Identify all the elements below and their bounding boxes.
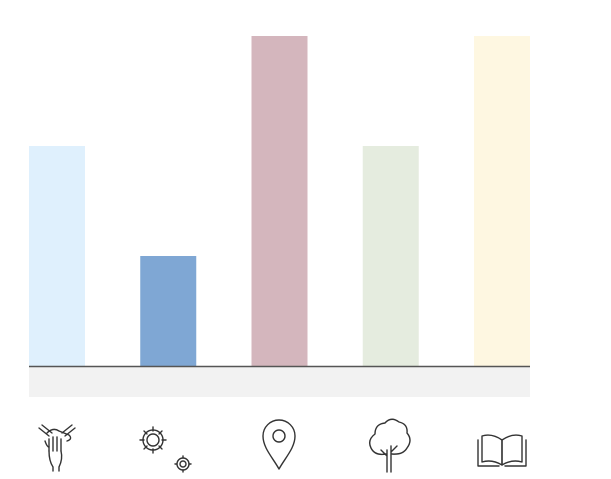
bar-open-book (474, 36, 530, 366)
tree-icon (368, 418, 411, 473)
bar-location-pin (251, 36, 308, 366)
axis-band (29, 367, 530, 397)
bars-group (29, 36, 530, 366)
bar-tree (362, 146, 419, 366)
hands-icon (38, 424, 76, 472)
gears-icon (139, 426, 192, 473)
bar-hands (29, 146, 85, 366)
location-pin-icon (262, 419, 296, 470)
open-book-icon (477, 434, 527, 467)
bar-gears (140, 256, 197, 366)
